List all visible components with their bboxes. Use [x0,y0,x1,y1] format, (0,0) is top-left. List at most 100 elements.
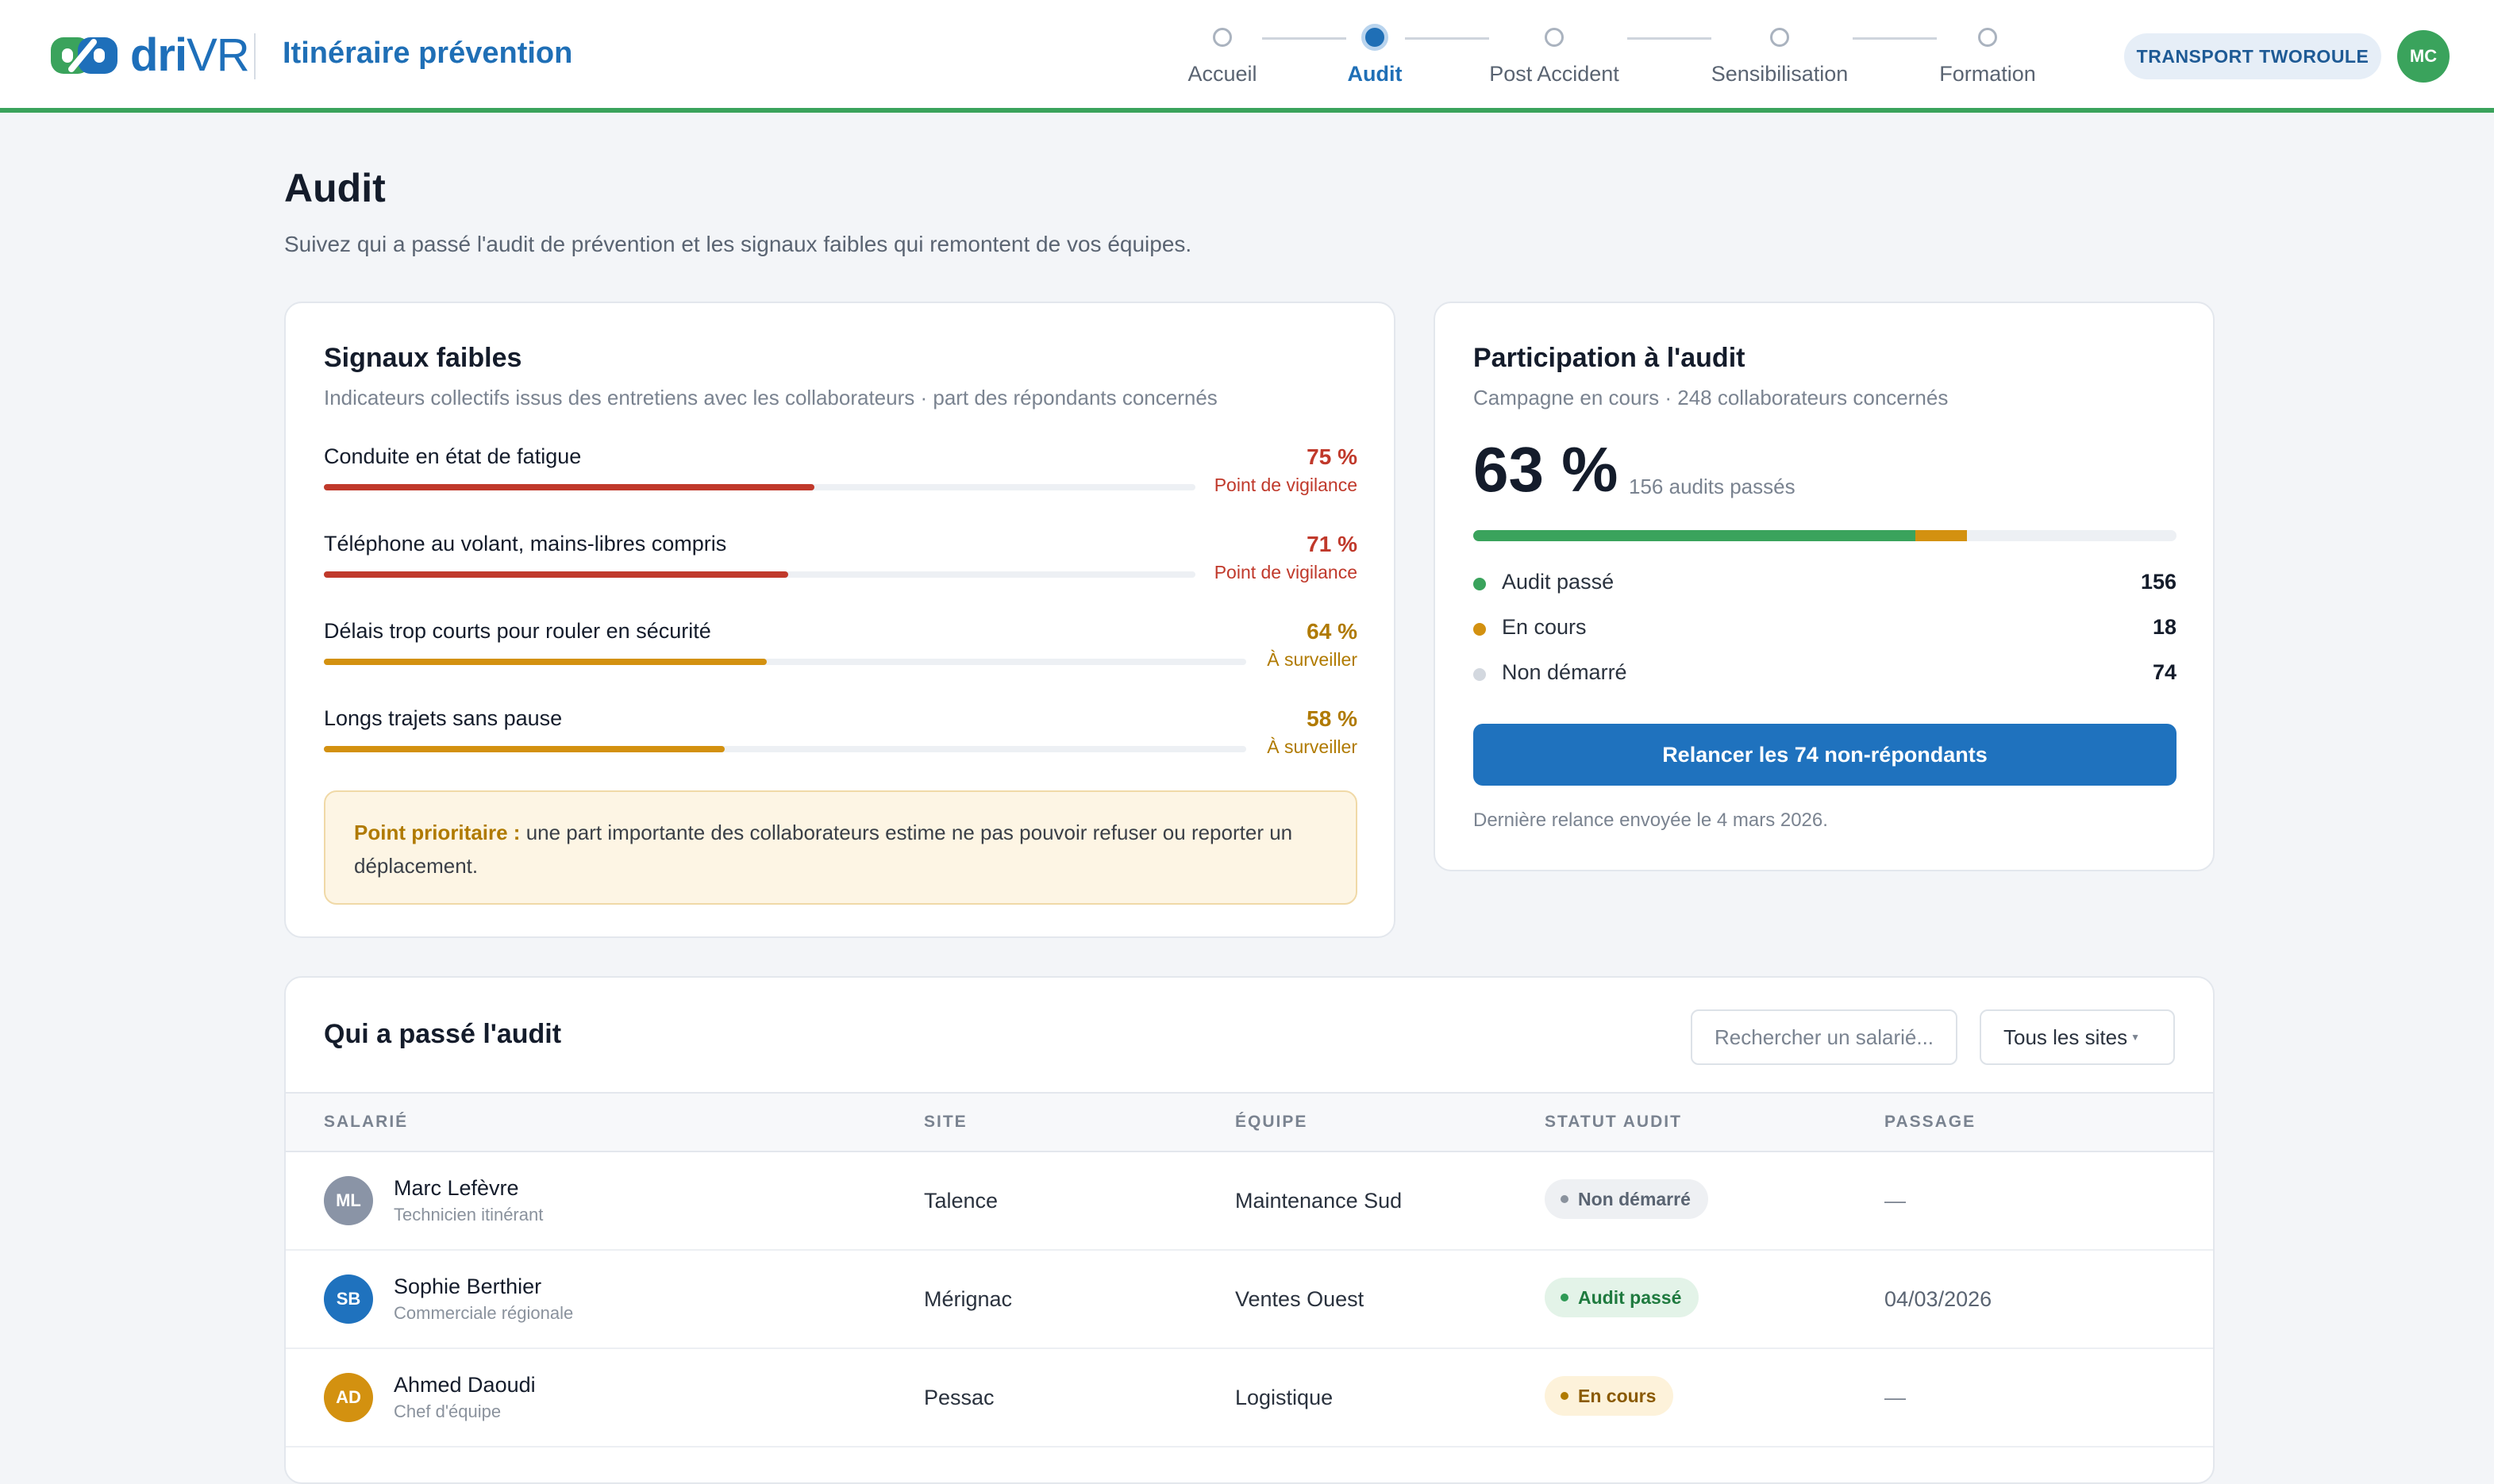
step-label: Accueil [1187,62,1257,86]
column-header-team[interactable]: ÉQUIPE [1235,1113,1308,1131]
signal-item: Conduite en état de fatigue 75 % Point d… [324,444,1357,524]
signal-status: À surveiller [1267,649,1357,670]
column-header-employee[interactable]: SALARIÉ [324,1113,409,1131]
signal-label: Conduite en état de fatigue [324,444,582,468]
logo-wordmark: driVR [130,33,250,79]
priority-callout: Point prioritaire : une part importante … [324,790,1357,905]
step-dot [1770,28,1789,47]
legend-value: 18 [2152,615,2176,639]
employee-team: Ventes Ouest [1235,1287,1364,1311]
audit-date: — [1884,1189,1906,1213]
signal-status: Point de vigilance [1214,475,1357,495]
signal-bar-track [324,571,1195,578]
legend-row: Non démarré 74 [1473,660,2176,692]
table-row[interactable]: AD Ahmed Daoudi Chef d'équipe Pessac Log… [286,1349,2213,1447]
signal-status: À surveiller [1267,736,1357,757]
step-dot [1545,28,1564,47]
legend-dot [1473,623,1486,636]
signal-bar-track [324,746,1246,752]
signal-bar-fill [324,659,767,665]
employee-site: Pessac [924,1386,995,1409]
step-dot [1978,28,1997,47]
avatar: SB [324,1274,373,1324]
signal-bar-track [324,484,1195,490]
signal-value: 58 % [1307,706,1357,731]
audit-table-title: Qui a passé l'audit [324,1019,562,1049]
column-header-status[interactable]: STATUT AUDIT [1545,1113,1682,1131]
table-header: SALARIÉ SITE ÉQUIPE STATUT AUDIT PASSAGE [286,1092,2213,1152]
legend-dot [1473,578,1486,590]
company-badge[interactable]: TRANSPORT TWOROULE [2124,33,2381,79]
audit-date: 04/03/2026 [1884,1287,1992,1311]
site-filter-select[interactable]: Tous les sites ▼ [1980,1009,2175,1065]
participation-percent: 63 % [1473,434,1618,505]
signal-bar-track [324,659,1246,665]
participation-bar-segment [1915,530,1967,541]
status-label: Non démarré [1578,1189,1691,1209]
employee-role: Commerciale régionale [394,1303,574,1323]
relaunch-button[interactable]: Relancer les 74 non-répondants [1473,724,2176,786]
avatar: AD [324,1373,373,1422]
status-badge: Audit passé [1545,1278,1699,1317]
participation-subtitle: Campagne en cours · 248 collaborateurs c… [1473,386,1949,409]
signal-value: 64 % [1307,619,1357,644]
participation-bar-segment [1473,530,1916,541]
priority-lead: Point prioritaire : [354,821,521,844]
step-label: Post Accident [1489,62,1619,86]
employee-role: Technicien itinérant [394,1205,544,1224]
table-row[interactable]: ML Marc Lefèvre Technicien itinérant Tal… [286,1152,2213,1251]
participation-note: 156 audits passés [1629,475,1795,498]
header-divider [254,33,256,79]
status-badge: En cours [1545,1376,1674,1416]
legend-row: Audit passé 156 [1473,570,2176,602]
step-connector [1405,37,1489,40]
employee-name: Ahmed Daoudi [394,1373,536,1397]
step-connector [1627,37,1711,40]
weak-signals-subtitle: Indicateurs collectifs issus des entreti… [324,386,1218,409]
page-subtitle: Suivez qui a passé l'audit de prévention… [284,232,1192,256]
signal-item: Téléphone au volant, mains-libres compri… [324,532,1357,611]
step-connector [1853,37,1937,40]
app-title: Itinéraire prévention [283,37,573,70]
status-label: En cours [1578,1386,1657,1406]
logo-wordmark-bold: dri [130,29,187,81]
legend-label: Audit passé [1502,570,1615,594]
top-bar: driVR Itinéraire prévention Accueil Audi… [0,0,2494,113]
signal-bar-fill [324,484,814,490]
legend-value: 74 [2152,660,2176,684]
user-avatar[interactable]: MC [2397,30,2450,83]
employee-search-input[interactable] [1691,1009,1957,1065]
signal-label: Délais trop courts pour rouler en sécuri… [324,619,711,643]
table-row[interactable]: SB Sophie Berthier Commerciale régionale… [286,1251,2213,1349]
step-connector [1262,37,1346,40]
employee-team: Maintenance Sud [1235,1189,1403,1213]
employee-team: Logistique [1235,1386,1334,1409]
employee-name: Marc Lefèvre [394,1176,519,1200]
status-dot-icon [1561,1391,1568,1400]
last-relaunch-note: Dernière relance envoyée le 4 mars 2026. [1473,809,1828,831]
status-badge: Non démarré [1545,1179,1708,1219]
signal-bar-fill [324,571,788,578]
legend-row: En cours 18 [1473,615,2176,647]
step-dot [1361,24,1388,51]
avatar: ML [324,1176,373,1225]
drivr-logo-icon [51,37,117,74]
column-header-site[interactable]: SITE [924,1113,968,1131]
signal-value: 71 % [1307,532,1357,556]
weak-signals-title: Signaux faibles [324,343,522,373]
status-label: Audit passé [1578,1287,1682,1308]
participation-card: Participation à l'audit Campagne en cour… [1434,302,2215,871]
logo-wordmark-light: VR [187,29,250,81]
column-header-date[interactable]: PASSAGE [1884,1113,1976,1131]
signal-bar-fill [324,746,725,752]
legend-dot [1473,668,1486,681]
status-dot-icon [1561,1293,1568,1301]
chevron-down-icon: ▼ [2130,1032,2140,1043]
step-label: Sensibilisation [1711,62,1849,86]
page-title: Audit [284,166,386,210]
signal-status: Point de vigilance [1214,562,1357,582]
employee-role: Chef d'équipe [394,1401,502,1421]
employee-site: Mérignac [924,1287,1013,1311]
participation-bar [1473,530,2176,541]
logo[interactable]: driVR [48,29,250,83]
